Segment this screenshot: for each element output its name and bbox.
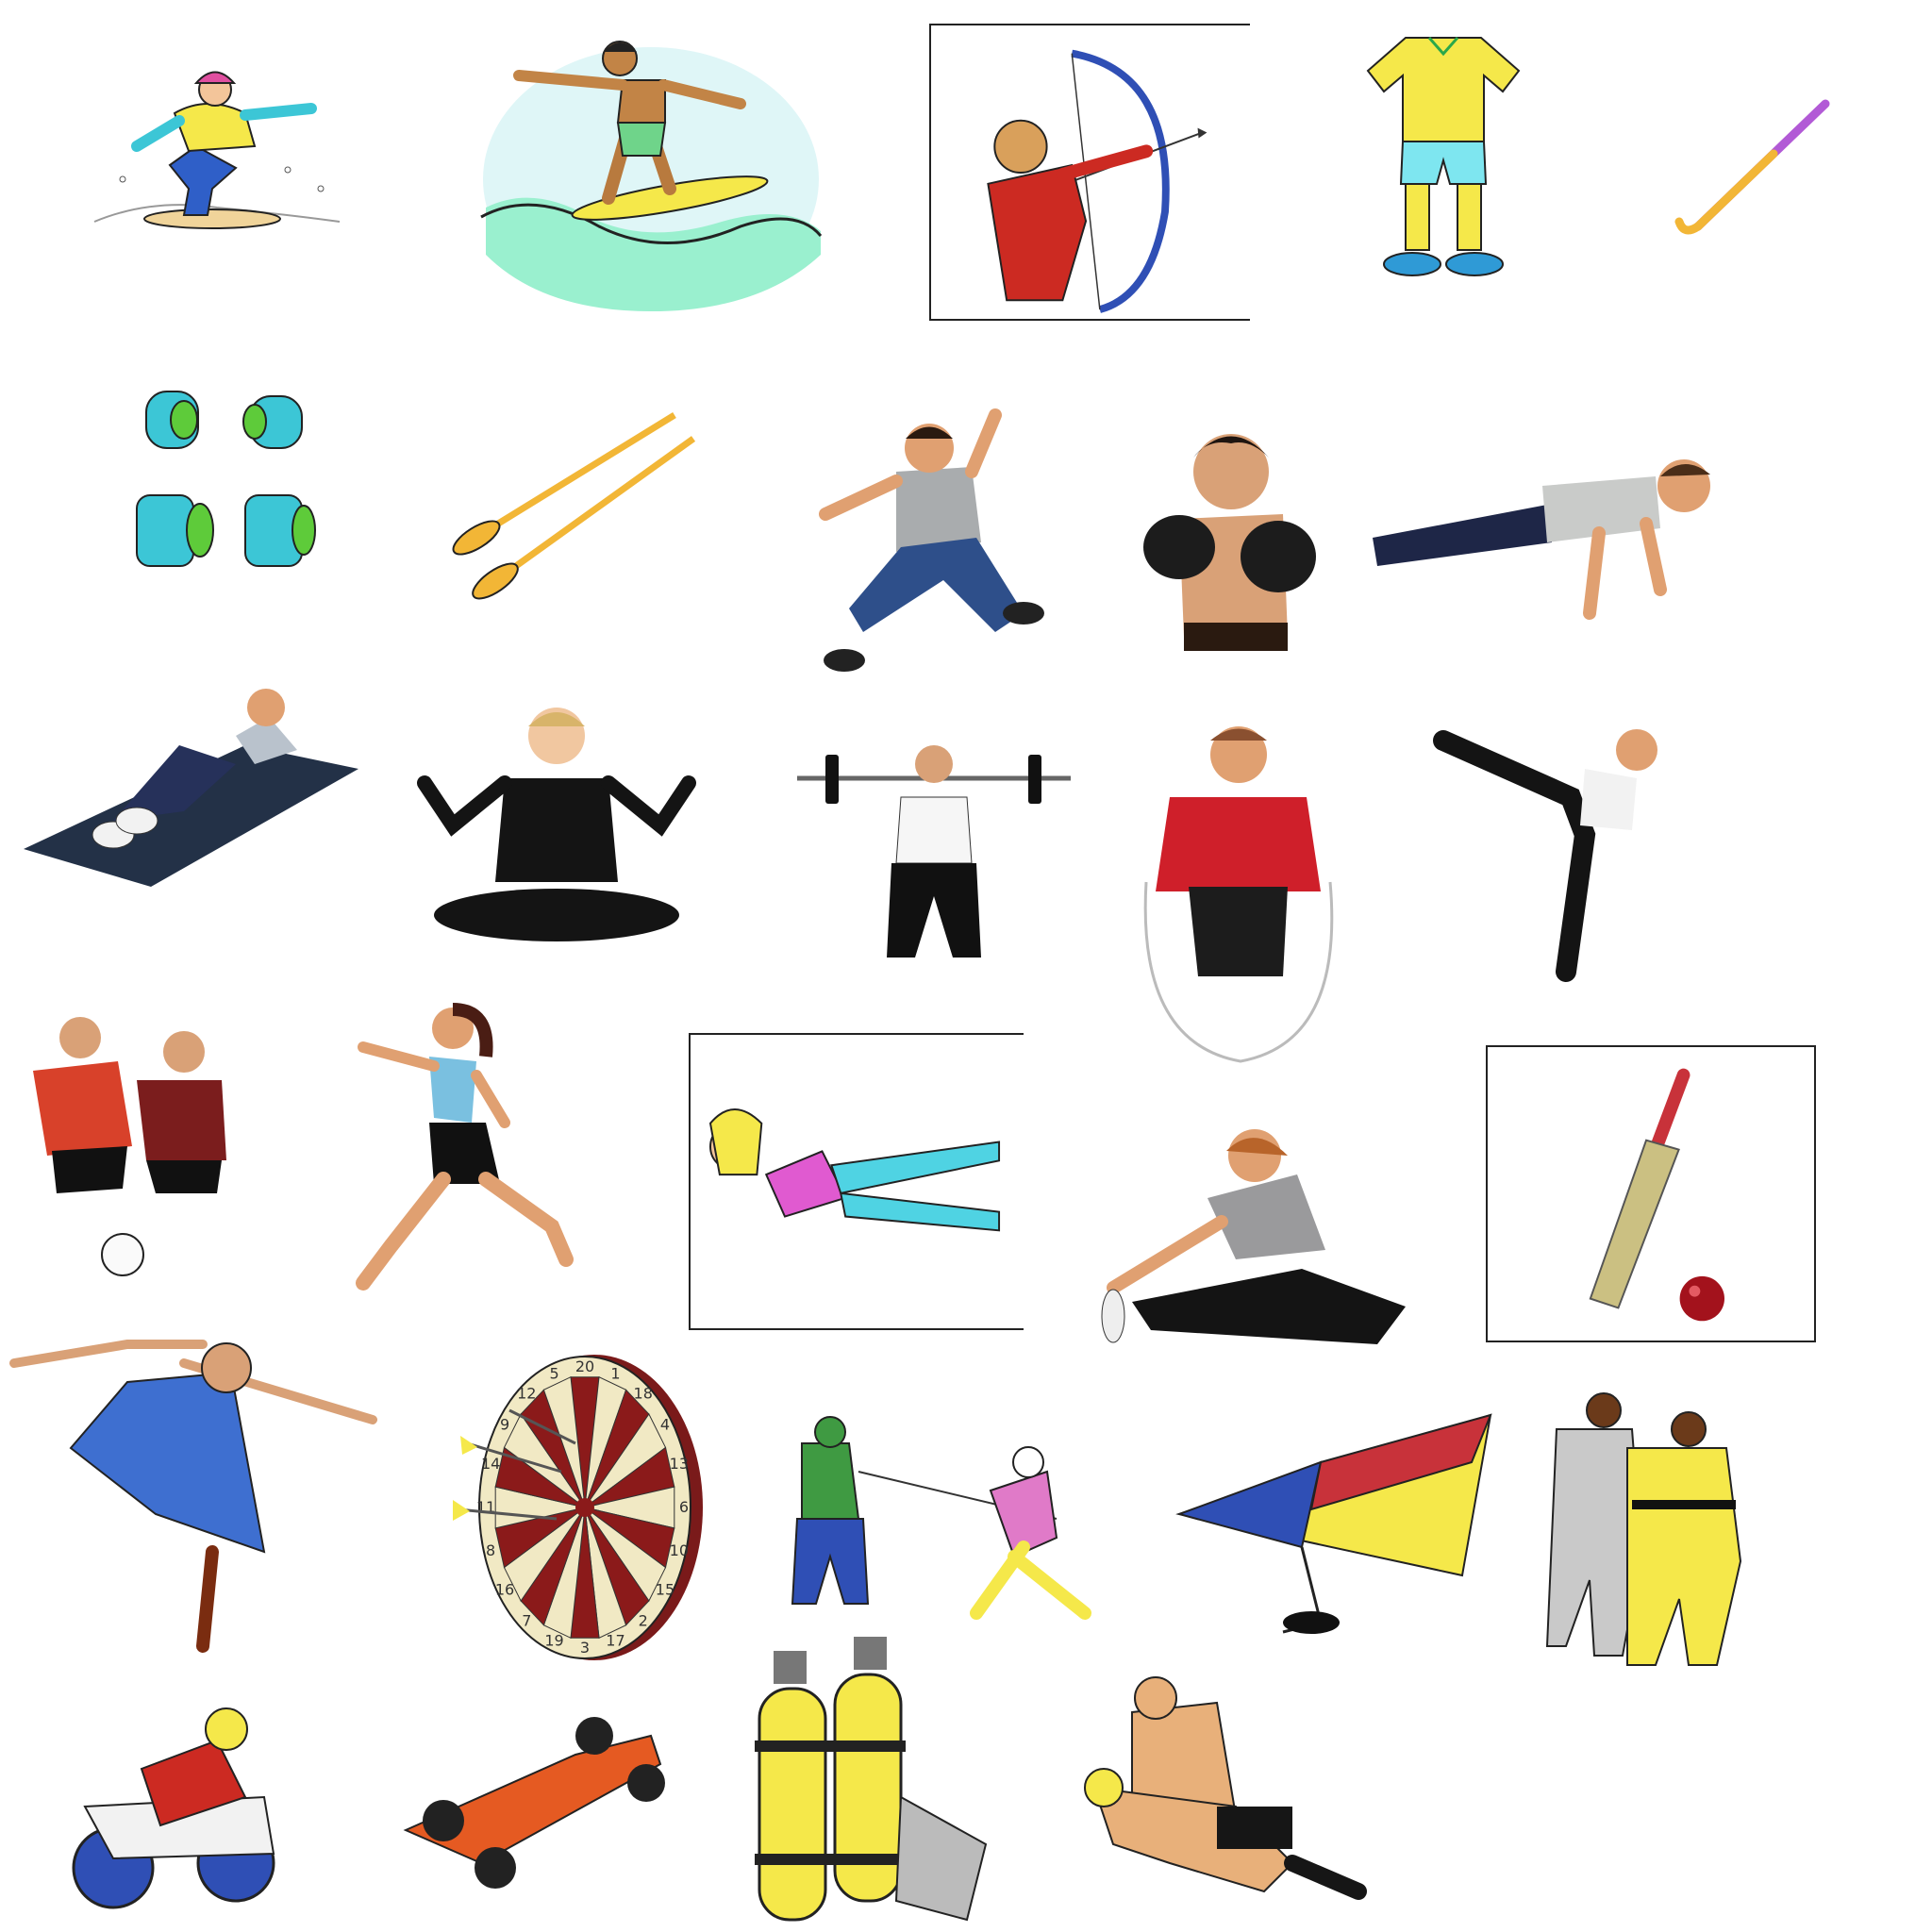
dartboard-number: 18 <box>634 1384 653 1402</box>
dartboard-sector <box>542 1375 586 1508</box>
dartboard-number: 7 <box>522 1612 531 1630</box>
dartboard-number: 14 <box>481 1455 500 1473</box>
football-players-icon <box>14 1005 264 1288</box>
dartboard-number: 10 <box>670 1541 689 1559</box>
dartboard-number: 20 <box>575 1357 594 1375</box>
hang-glider-icon <box>1175 1406 1500 1651</box>
dancer-icon <box>9 1325 387 1660</box>
football-kit-icon <box>1363 33 1524 283</box>
wrestling-icon <box>1075 1674 1373 1920</box>
dartboard-number: 2 <box>639 1612 648 1630</box>
dartboard-number: 19 <box>544 1632 563 1650</box>
dartboard-number: 8 <box>486 1541 495 1559</box>
surfing-icon <box>476 28 825 321</box>
yoga-icon <box>415 693 698 943</box>
push-up-icon <box>1373 448 1722 627</box>
dartboard-number: 17 <box>606 1632 625 1650</box>
cricket-bat-icon <box>1486 1045 1816 1342</box>
sit-up-icon <box>19 679 358 887</box>
snowboarding-icon <box>85 57 358 236</box>
archery-icon <box>929 24 1250 321</box>
dartboard-number: 4 <box>660 1415 670 1433</box>
racing-car-icon <box>387 1698 675 1891</box>
dartboard-icon: 20 1 18 4 13 6 10 15 2 17 3 19 7 16 8 11 14 9 12 5 <box>453 1349 708 1665</box>
leg-raise-icon <box>689 1033 1024 1330</box>
dartboard-number: 12 <box>517 1384 536 1402</box>
dartboard-number: 15 <box>656 1581 675 1599</box>
oars-icon <box>452 406 698 600</box>
dartboard-number: 6 <box>679 1498 689 1516</box>
boxer-icon <box>1137 410 1325 660</box>
dartboard-number: 13 <box>670 1455 689 1473</box>
weightlifting-icon <box>797 731 1071 981</box>
dartboard-number: 3 <box>580 1639 590 1657</box>
skipping-rope-icon <box>1127 712 1354 1071</box>
jumping-man-icon <box>807 396 1061 684</box>
dartboard-number: 5 <box>549 1364 558 1382</box>
running-icon <box>335 991 590 1307</box>
dartboard-number: 9 <box>500 1415 509 1433</box>
high-kick-icon <box>1433 722 1679 982</box>
dartboard-number: 16 <box>495 1581 514 1599</box>
motorbike-icon <box>28 1703 292 1915</box>
judo-icon <box>1538 1391 1764 1674</box>
hockey-stick-icon <box>1670 94 1840 245</box>
fencing-icon <box>774 1415 1118 1637</box>
stretching-icon <box>1094 1118 1420 1349</box>
dartboard-number: 1 <box>610 1364 620 1382</box>
scuba-tanks-icon <box>750 1637 1024 1924</box>
armbands-icon <box>132 382 321 580</box>
